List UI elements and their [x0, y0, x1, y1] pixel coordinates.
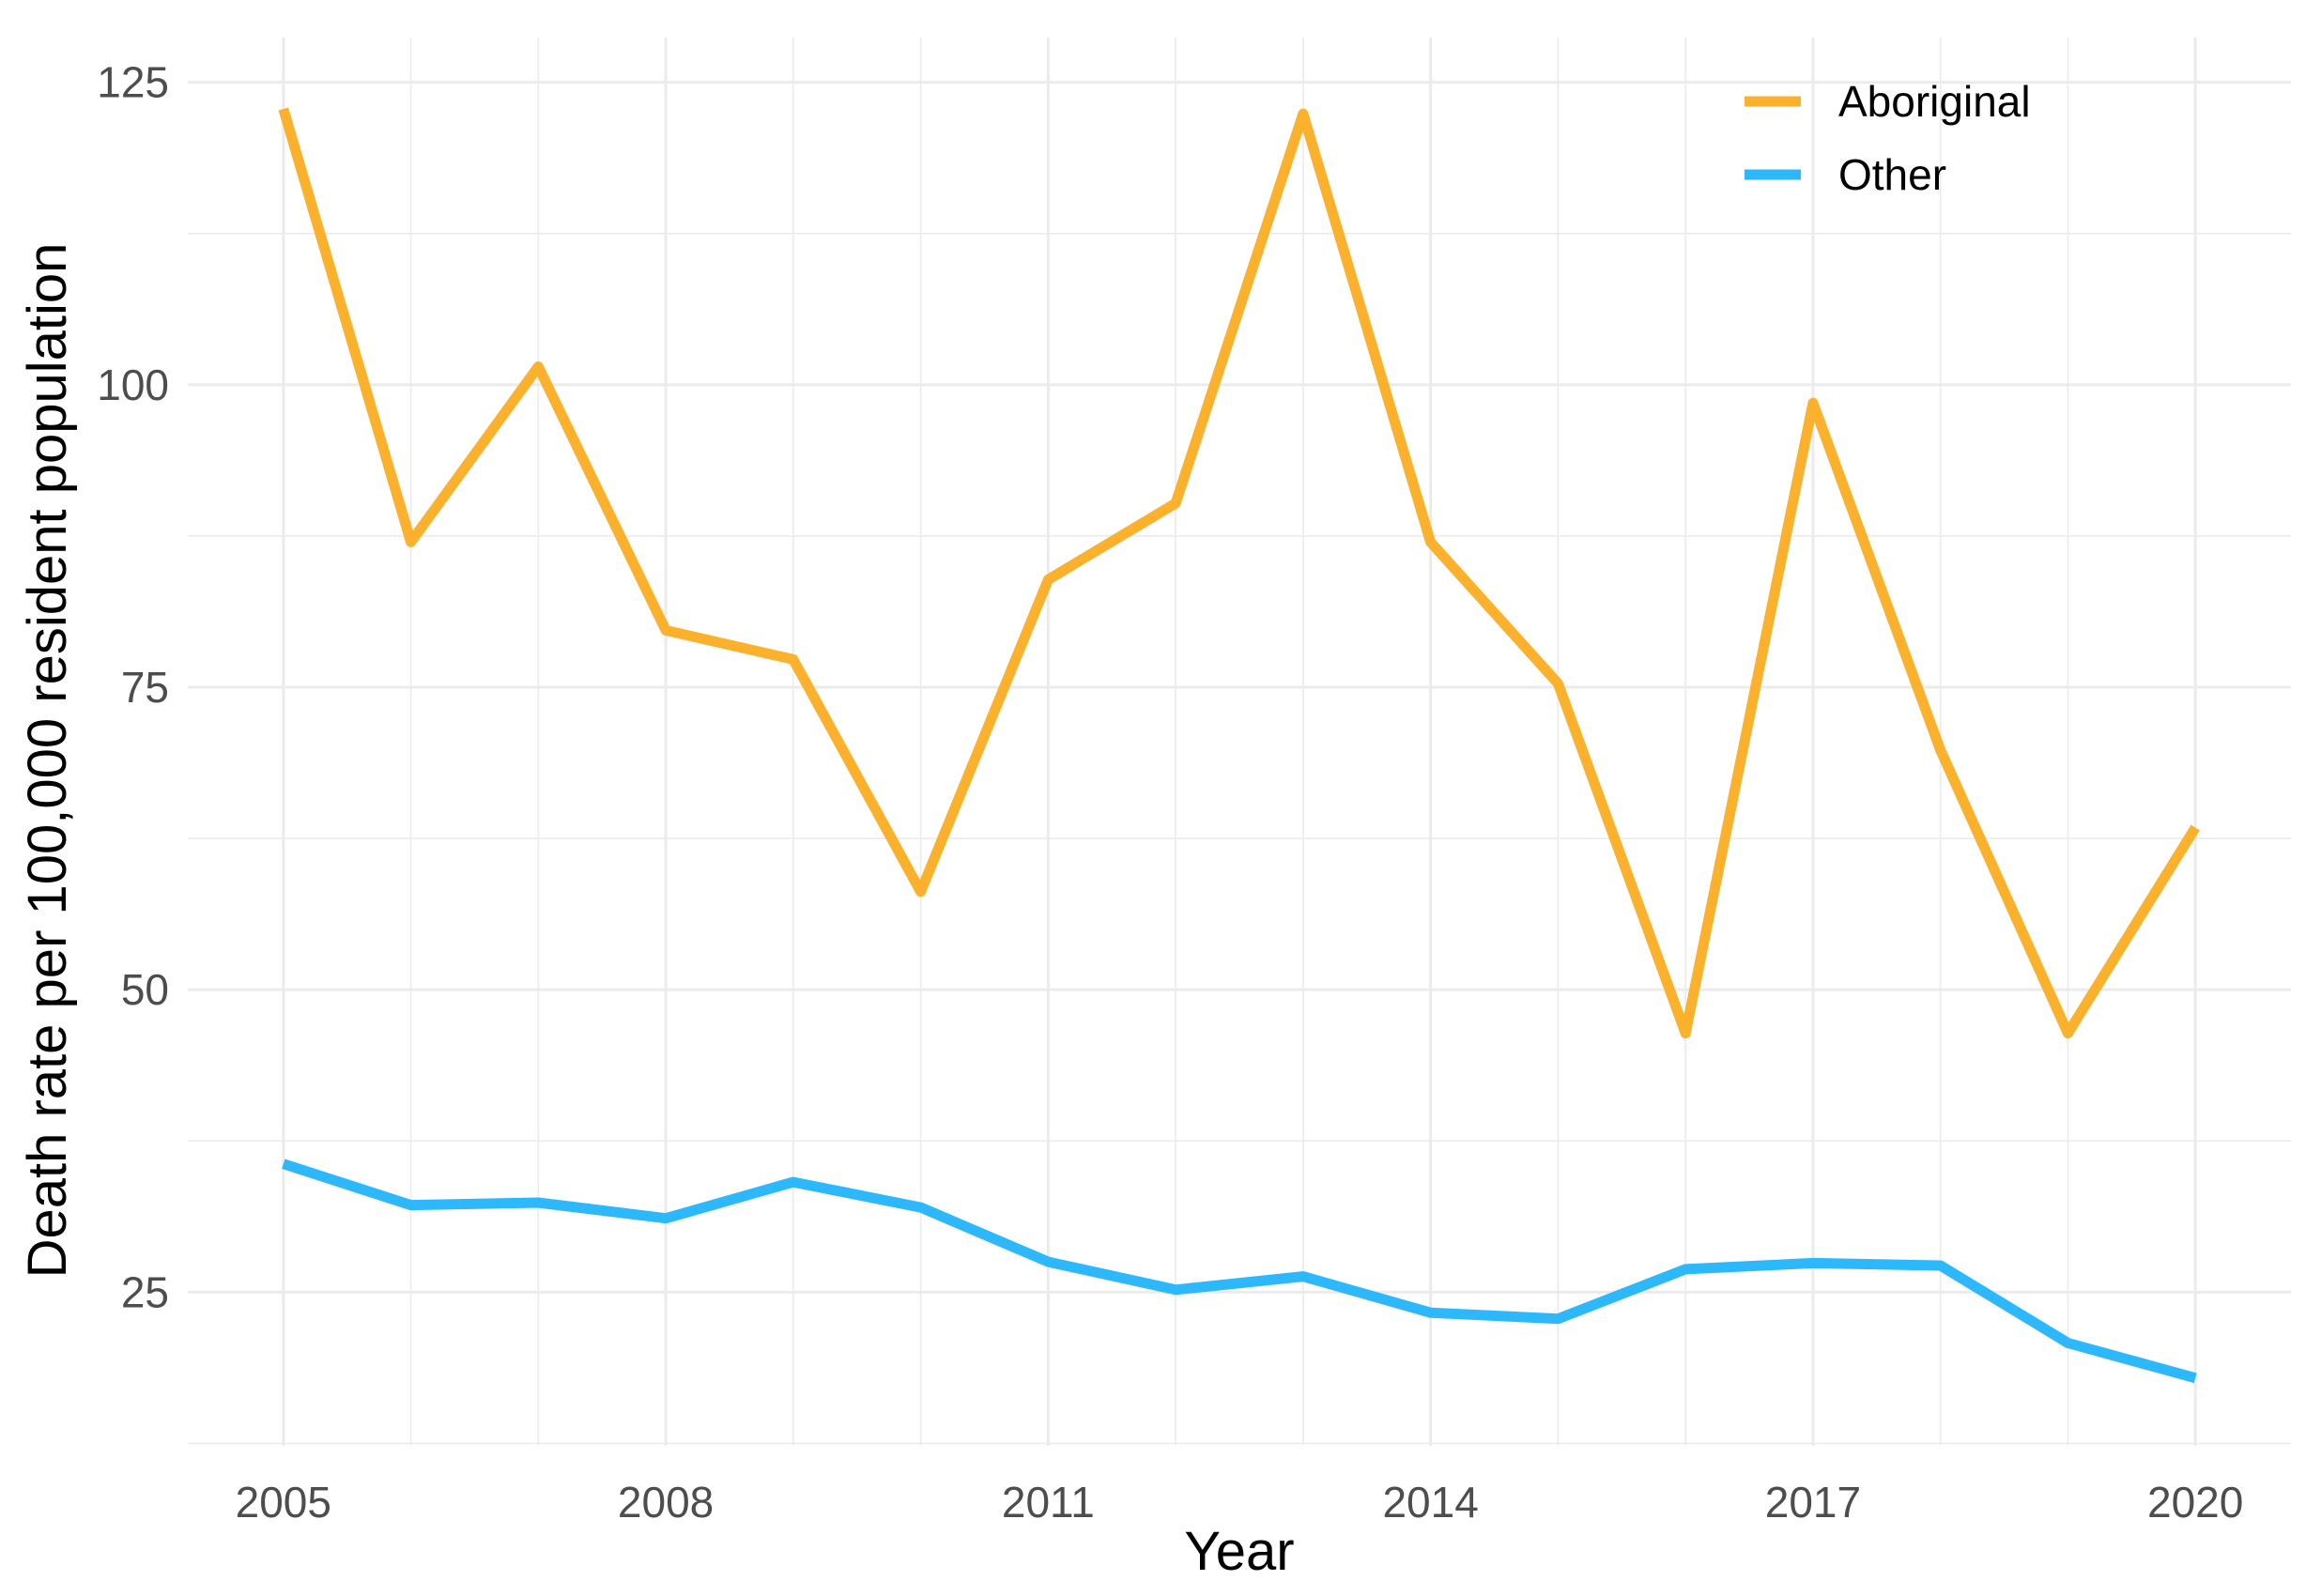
series-line-other — [282, 1159, 2197, 1384]
legend-label-other: Other — [1838, 150, 1946, 199]
y-tick-label: 75 — [121, 663, 169, 712]
x-tick-label: 2005 — [236, 1478, 331, 1527]
y-axis-ticks: 25 50 75 100 125 — [97, 58, 169, 1317]
grid — [188, 38, 2291, 1446]
y-tick-label: 50 — [121, 965, 169, 1014]
x-axis-ticks: 2005 2008 2011 2014 2017 2020 — [236, 1478, 2244, 1527]
y-tick-label: 100 — [97, 361, 169, 409]
series-lines — [278, 107, 2200, 1384]
x-tick-label: 2011 — [1002, 1478, 1095, 1527]
legend-label-aboriginal: Aboriginal — [1838, 77, 2031, 126]
x-tick-label: 2008 — [618, 1478, 714, 1527]
legend: Aboriginal Other — [1745, 77, 2031, 199]
y-tick-label: 125 — [97, 58, 169, 107]
y-tick-label: 25 — [121, 1267, 169, 1316]
series-line-aboriginal — [278, 107, 2200, 1039]
x-axis-title: Year — [1184, 1521, 1294, 1582]
x-tick-label: 2014 — [1382, 1478, 1478, 1527]
y-axis-title: Death rate per 100,000 resident populati… — [17, 243, 78, 1279]
x-tick-label: 2017 — [1765, 1478, 1861, 1527]
x-tick-label: 2020 — [2147, 1478, 2243, 1527]
